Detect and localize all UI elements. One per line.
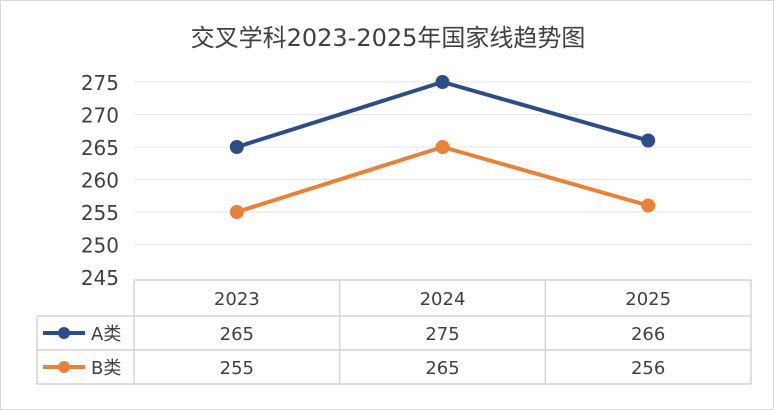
y-tick-label: 255: [81, 201, 119, 225]
y-tick-label: 275: [81, 71, 119, 95]
legend-marker: [58, 361, 70, 373]
data-point: [641, 198, 656, 213]
table-cell-value: 265: [220, 324, 254, 345]
x-category-label: 2024: [420, 289, 466, 310]
legend-label: B类: [91, 358, 121, 379]
y-tick-label: 245: [81, 266, 119, 290]
data-point: [435, 140, 450, 154]
legend-marker: [58, 327, 70, 339]
y-tick-label: 270: [81, 104, 119, 128]
table-cell-value: 255: [220, 358, 254, 379]
y-tick-label: 250: [81, 234, 119, 258]
y-tick-label: 265: [81, 136, 119, 160]
x-category-label: 2025: [625, 289, 671, 310]
legend-label: A类: [91, 324, 121, 345]
chart-title: 交叉学科2023-2025年国家线趋势图: [191, 24, 586, 52]
table-cell-value: 265: [425, 358, 459, 379]
data-point: [229, 205, 244, 219]
data-point: [641, 133, 656, 148]
table-cell-value: 256: [631, 358, 665, 379]
data-point: [435, 75, 450, 89]
y-tick-label: 260: [81, 169, 119, 193]
table-cell-value: 266: [631, 324, 665, 345]
data-point: [229, 140, 244, 154]
table-cell-value: 275: [425, 324, 459, 345]
x-category-label: 2023: [214, 289, 260, 310]
